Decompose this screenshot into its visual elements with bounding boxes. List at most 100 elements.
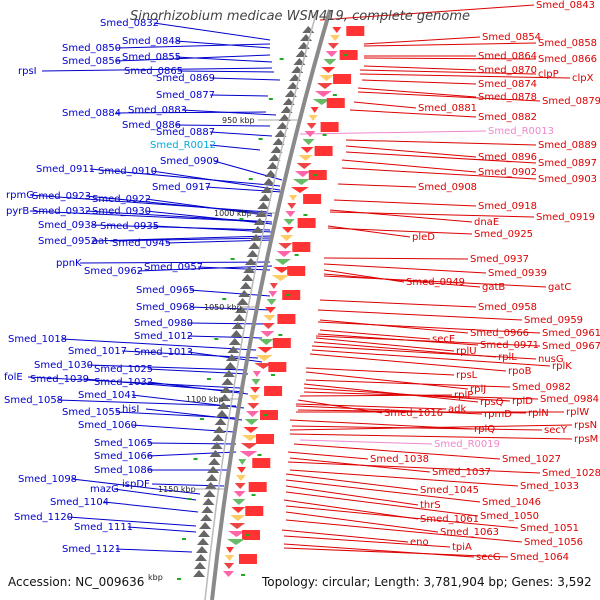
gene-label[interactable]: rplW [566, 407, 589, 418]
gene-label[interactable]: Smed_1060 [78, 420, 137, 431]
gene-label[interactable]: nusG [538, 354, 564, 365]
gene-label[interactable]: Smed_0887 [156, 127, 215, 138]
gene-label[interactable]: Smed_0959 [524, 315, 583, 326]
gene-label[interactable]: rpsL [456, 370, 478, 381]
gene-label[interactable]: hisI [122, 404, 139, 415]
gene-label[interactable]: rpsM [574, 434, 598, 445]
gene-label[interactable]: Smed_0855 [122, 52, 181, 63]
gene-label[interactable]: Smed_0945 [112, 238, 171, 249]
gene-label[interactable]: Smed_0980 [134, 318, 193, 329]
gene-label[interactable]: Smed_0952 [38, 236, 97, 247]
gene-label[interactable]: Smed_1065 [94, 438, 153, 449]
gene-label[interactable]: Smed_1027 [502, 454, 561, 465]
gene-label[interactable]: Smed_0909 [160, 156, 219, 167]
gene-label[interactable]: gatB [482, 282, 505, 293]
gene-label[interactable]: Smed_1030 [34, 360, 93, 371]
gene-label[interactable]: Smed_0984 [540, 394, 599, 405]
gene-label[interactable]: Smed_0925 [474, 229, 533, 240]
gene-label[interactable]: Smed_0865 [124, 66, 183, 77]
gene-label[interactable]: Smed_0881 [418, 103, 477, 114]
gene-label[interactable]: Smed_0910 [98, 166, 157, 177]
gene-label[interactable]: rpmD [484, 409, 512, 420]
gene-label[interactable]: Smed_0886 [122, 120, 181, 131]
gene-label[interactable]: Smed_1063 [440, 527, 499, 538]
gene-label[interactable]: eno [410, 537, 429, 548]
gene-label[interactable]: secE [432, 334, 455, 345]
gene-label[interactable]: Smed_0870 [478, 65, 537, 76]
gene-label[interactable]: Smed_1046 [482, 497, 541, 508]
gene-label[interactable]: Smed_0965 [136, 285, 195, 296]
gene-label[interactable]: rpsI [18, 66, 37, 77]
gene-label[interactable]: rplL [498, 352, 517, 363]
gene-label[interactable]: Smed_0961 [542, 328, 600, 339]
gene-label[interactable]: Smed_0832 [100, 18, 159, 29]
gene-label[interactable]: Smed_0939 [488, 268, 547, 279]
gene-label[interactable]: secG [476, 552, 501, 563]
gene-label[interactable]: Smed_0903 [538, 174, 597, 185]
gene-label[interactable]: Smed_0957 [144, 262, 203, 273]
gene-label[interactable]: dnaE [474, 217, 499, 228]
gene-label[interactable]: Smed_1028 [542, 468, 600, 479]
gene-label[interactable]: Smed_0919 [536, 212, 595, 223]
gene-label[interactable]: Smed_1111 [74, 522, 133, 533]
gene-label[interactable]: Smed_1041 [78, 390, 137, 401]
gene-label[interactable]: Smed_0932 [32, 206, 91, 217]
gene-label[interactable]: clpX [572, 73, 594, 84]
gene-label[interactable]: Smed_1086 [94, 465, 153, 476]
gene-label[interactable]: Smed_1120 [14, 512, 73, 523]
gene-label[interactable]: Smed_1050 [480, 511, 539, 522]
gene-label[interactable]: rpsN [574, 420, 597, 431]
gene-label[interactable]: Smed_0935 [100, 221, 159, 232]
gene-label[interactable]: Smed_0866 [538, 54, 597, 65]
gene-label[interactable]: Smed_0966 [470, 328, 529, 339]
gene-label[interactable]: Smed_0858 [538, 38, 597, 49]
gene-label[interactable]: ispDF [122, 479, 150, 490]
gene-label[interactable]: Smed_0854 [482, 32, 541, 43]
gene-label[interactable]: Smed_0938 [38, 220, 97, 231]
gene-label[interactable]: Smed_1045 [420, 485, 479, 496]
gene-label[interactable]: rpoB [508, 366, 532, 377]
gene-label[interactable]: Smed_1064 [510, 552, 569, 563]
gene-label[interactable]: rplP [454, 390, 473, 401]
gene-label[interactable]: Smed_0908 [418, 182, 477, 193]
gene-label[interactable]: Smed_0918 [478, 201, 537, 212]
gene-label[interactable]: tpiA [452, 542, 472, 553]
gene-label[interactable]: Smed_0874 [478, 79, 537, 90]
gene-label[interactable]: Smed_0879 [542, 96, 600, 107]
gene-label[interactable]: rplU [456, 346, 477, 357]
gene-label[interactable]: Smed_0850 [62, 43, 121, 54]
gene-label[interactable]: Smed_0937 [470, 254, 529, 265]
gene-label[interactable]: rplK [552, 361, 572, 372]
gene-label[interactable]: Smed_0848 [122, 36, 181, 47]
gene-label[interactable]: Smed_R0019 [434, 439, 500, 450]
gene-label[interactable]: thrS [420, 500, 441, 511]
gene-label[interactable]: Smed_1061 [420, 514, 479, 525]
gene-label[interactable]: rplN [528, 408, 549, 419]
gene-label[interactable]: Smed_0883 [128, 105, 187, 116]
gene-label[interactable]: Smed_0878 [478, 92, 537, 103]
gene-label[interactable]: Smed_0864 [478, 51, 537, 62]
gene-label[interactable]: Smed_0923 [32, 191, 91, 202]
gene-label[interactable]: Smed_1018 [8, 334, 67, 345]
gene-label[interactable]: Smed_R0013 [488, 126, 554, 137]
gene-label[interactable]: Smed_1038 [370, 454, 429, 465]
gene-label[interactable]: secY [544, 425, 568, 436]
gene-label[interactable]: Smed_0971 [480, 340, 539, 351]
gene-label[interactable]: Smed_0897 [538, 158, 597, 169]
gene-label[interactable]: Smed_1039 [30, 374, 89, 385]
gene-label[interactable]: ppnK [56, 258, 82, 269]
gene-label[interactable]: Smed_1051 [520, 523, 579, 534]
gene-label[interactable]: Smed_1012 [134, 331, 193, 342]
gene-label[interactable]: Smed_1055 [62, 407, 121, 418]
gene-label[interactable]: Smed_0882 [478, 112, 537, 123]
gene-label[interactable]: pleD [412, 232, 435, 243]
gene-label[interactable]: Smed_1037 [432, 467, 491, 478]
gene-label[interactable]: Smed_0982 [512, 382, 571, 393]
gene-label[interactable]: Smed_1104 [50, 497, 109, 508]
gene-label[interactable]: Smed_0917 [152, 182, 211, 193]
gene-label[interactable]: Smed_1033 [520, 481, 579, 492]
gene-label[interactable]: Smed_0967 [542, 341, 600, 352]
gene-label[interactable]: Smed_1013 [134, 347, 193, 358]
gene-label[interactable]: clpP [538, 69, 559, 80]
gene-label[interactable]: Smed_0968 [136, 302, 195, 313]
